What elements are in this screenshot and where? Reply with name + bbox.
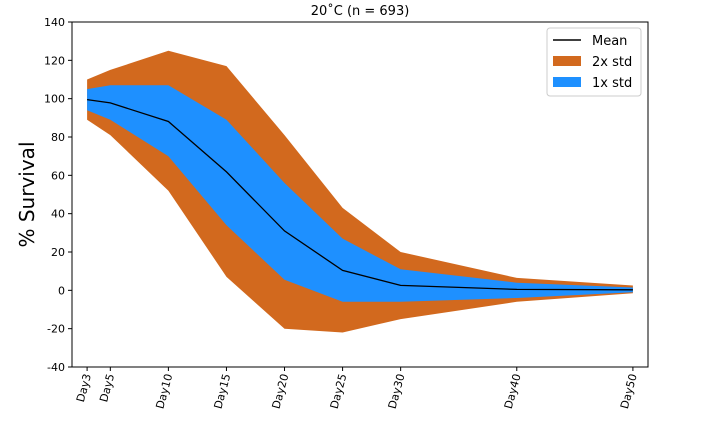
y-tick-label: 60 bbox=[51, 169, 65, 182]
y-tick-label: -40 bbox=[47, 361, 65, 374]
legend-label: 2x std bbox=[592, 55, 632, 70]
y-axis: -40 -20 0 20 40 60 80 100 120 140 bbox=[44, 16, 72, 374]
y-tick-label: 40 bbox=[51, 208, 65, 221]
y-tick-label: 0 bbox=[58, 284, 65, 297]
y-tick-label: 140 bbox=[44, 16, 65, 29]
y-tick-label: -20 bbox=[47, 323, 65, 336]
y-tick-label: 100 bbox=[44, 93, 65, 106]
y-tick-label: 80 bbox=[51, 131, 65, 144]
y-axis-label: % Survival bbox=[15, 142, 39, 248]
std-bands bbox=[87, 50, 633, 333]
mean-line bbox=[87, 98, 633, 291]
legend-label: 1x std bbox=[592, 76, 632, 91]
legend-label: Mean bbox=[592, 34, 627, 49]
chart-title: 20˚C (n = 693) bbox=[311, 3, 410, 19]
mean-line-group bbox=[87, 98, 633, 291]
band-1x-std bbox=[87, 85, 633, 302]
y-tick-label: 120 bbox=[44, 54, 65, 67]
y-tick-label: 20 bbox=[51, 246, 65, 259]
legend-swatch bbox=[553, 56, 581, 66]
plot-frame bbox=[71, 21, 649, 368]
legend-swatch bbox=[553, 77, 581, 87]
legend: Mean 2x std 1x std bbox=[546, 27, 642, 97]
